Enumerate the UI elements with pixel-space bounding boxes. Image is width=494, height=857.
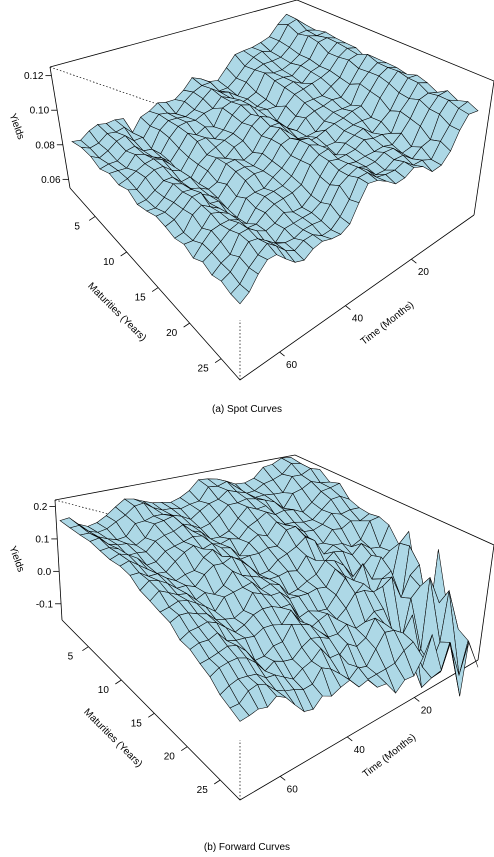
box-top-edge bbox=[49, 0, 494, 82]
surface-facet bbox=[230, 283, 250, 305]
surface-mesh bbox=[71, 13, 479, 305]
maturity-tick bbox=[115, 679, 122, 685]
z-tick-label: 0.1 bbox=[35, 534, 49, 545]
time-tick bbox=[279, 776, 286, 781]
maturity-tick bbox=[120, 251, 127, 257]
maturity-axis: 5 10 15 20 25 Maturities (Years) bbox=[68, 646, 221, 796]
z-tick-label: 0.0 bbox=[37, 567, 51, 578]
z-tick-label: 0.2 bbox=[33, 502, 47, 513]
time-tick-label: 40 bbox=[354, 745, 366, 756]
z-tick-label: 0.08 bbox=[35, 140, 55, 151]
maturity-tick-label: 5 bbox=[68, 652, 74, 663]
z-tick-label: -0.1 bbox=[36, 599, 54, 610]
time-tick bbox=[414, 697, 420, 702]
time-tick bbox=[347, 736, 353, 742]
z-tick-label: 0.06 bbox=[41, 175, 61, 186]
box-right-edge bbox=[473, 80, 494, 216]
maturity-tick-label: 10 bbox=[98, 685, 110, 696]
z-axis-label: Yields bbox=[7, 545, 27, 574]
maturity-tick bbox=[214, 779, 221, 785]
time-tick-label: 60 bbox=[286, 360, 298, 371]
maturity-tick bbox=[214, 358, 222, 363]
surface-facet bbox=[229, 703, 250, 722]
time-axis-label: Time (Months) bbox=[359, 299, 416, 347]
maturity-tick bbox=[148, 713, 155, 718]
box-left-edge bbox=[54, 499, 63, 621]
time-tick-label: 60 bbox=[287, 784, 299, 795]
z-axis: -0.1 0.0 0.1 0.2 Yields bbox=[7, 502, 62, 610]
chart-caption: (a) Spot Curves bbox=[211, 404, 283, 415]
z-axis-label: Yields bbox=[7, 112, 27, 141]
maturity-tick-label: 5 bbox=[74, 221, 80, 232]
maturity-tick bbox=[183, 322, 190, 328]
maturity-tick-label: 20 bbox=[164, 752, 176, 763]
forward-curves-surface-plot: -0.1 0.0 0.1 0.2 Yields 5 10 15 20 25 Maturities (… bbox=[7, 454, 494, 801]
maturity-tick bbox=[82, 646, 89, 651]
box-right-edge bbox=[477, 544, 494, 661]
forward-curves-panel: -0.1 0.0 0.1 0.2 Yields 5 10 15 20 25 Maturities (… bbox=[0, 430, 494, 857]
time-tick bbox=[345, 305, 351, 310]
time-tick bbox=[411, 258, 417, 264]
box-left-edge bbox=[49, 66, 71, 189]
z-tick-label: 0.12 bbox=[24, 71, 44, 82]
maturity-tick-label: 25 bbox=[198, 364, 210, 375]
maturity-axis-label: Maturities (Years) bbox=[81, 707, 144, 770]
maturity-tick bbox=[88, 216, 96, 221]
maturity-tick-label: 15 bbox=[131, 718, 143, 729]
maturity-tick-label: 10 bbox=[103, 257, 115, 268]
maturity-tick-label: 15 bbox=[135, 293, 147, 304]
time-tick-label: 20 bbox=[421, 705, 433, 716]
maturity-tick bbox=[181, 746, 188, 751]
maturity-tick-label: 25 bbox=[197, 785, 209, 796]
time-axis-label: Time (Months) bbox=[361, 732, 418, 780]
maturity-axis-label: Maturities (Years) bbox=[85, 281, 148, 344]
surface-mesh bbox=[59, 457, 479, 722]
time-tick-label: 40 bbox=[352, 314, 364, 325]
box-top-edge bbox=[54, 454, 494, 546]
spot-curves-surface-plot: 0.06 0.08 0.10 0.12 Yields 5 10 15 20 25 Maturitie… bbox=[7, 0, 494, 381]
time-axis: 20 40 60 Time (Months) bbox=[279, 697, 433, 795]
time-tick bbox=[279, 351, 285, 357]
time-axis: 20 40 60 Time (Months) bbox=[279, 258, 430, 371]
z-axis-guide bbox=[44, 67, 64, 188]
maturity-tick bbox=[151, 287, 159, 292]
maturity-tick-label: 20 bbox=[166, 328, 178, 339]
chart-caption: (b) Forward Curves bbox=[203, 842, 291, 853]
z-axis: 0.06 0.08 0.10 0.12 Yields bbox=[7, 67, 69, 188]
time-tick-label: 20 bbox=[418, 267, 430, 278]
spot-curves-panel: 0.06 0.08 0.10 0.12 Yields 5 10 15 20 25 Maturitie… bbox=[7, 0, 494, 415]
z-tick-label: 0.10 bbox=[30, 106, 50, 117]
